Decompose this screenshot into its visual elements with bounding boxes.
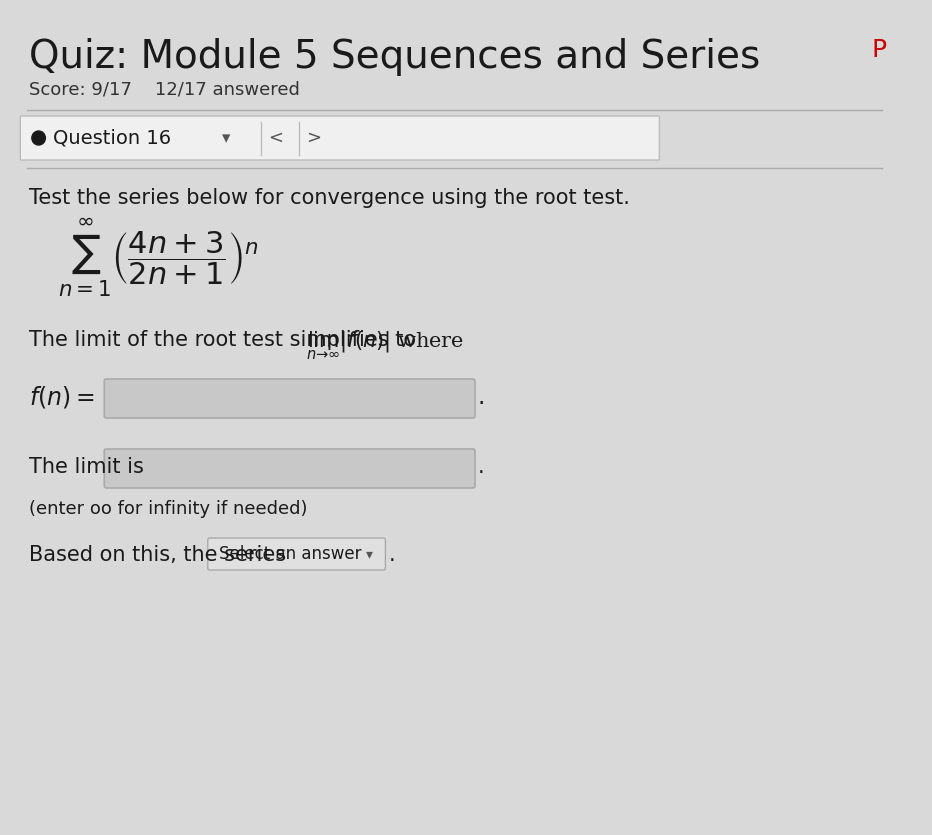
Text: The limit of the root test simplifies to: The limit of the root test simplifies to: [29, 330, 423, 350]
Text: .: .: [478, 385, 486, 409]
Text: Based on this, the series: Based on this, the series: [29, 545, 293, 565]
Text: Score: 9/17    12/17 answered: Score: 9/17 12/17 answered: [29, 80, 300, 98]
Circle shape: [32, 131, 46, 145]
FancyBboxPatch shape: [104, 449, 475, 488]
Text: P: P: [871, 38, 886, 62]
Text: ▾: ▾: [222, 129, 230, 147]
Text: Select an answer: Select an answer: [219, 545, 362, 563]
FancyBboxPatch shape: [21, 116, 660, 160]
Text: .: .: [389, 545, 395, 565]
Text: .: .: [478, 457, 485, 477]
Text: $\lim_{n \to \infty} |f(n)|$ where: $\lim_{n \to \infty} |f(n)|$ where: [306, 330, 464, 362]
FancyBboxPatch shape: [208, 538, 386, 570]
Text: >: >: [307, 129, 322, 147]
Text: $\sum_{n=1}^{\infty} \left(\dfrac{4n+3}{2n+1}\right)^n$: $\sum_{n=1}^{\infty} \left(\dfrac{4n+3}{…: [58, 217, 259, 299]
Text: Question 16: Question 16: [53, 129, 171, 148]
Text: ▾: ▾: [366, 547, 373, 561]
Text: Test the series below for convergence using the root test.: Test the series below for convergence us…: [29, 188, 630, 208]
Text: $f(n) = $: $f(n) = $: [29, 384, 94, 410]
Text: (enter oo for infinity if needed): (enter oo for infinity if needed): [29, 500, 308, 518]
Text: The limit is: The limit is: [29, 457, 144, 477]
Text: <: <: [267, 129, 282, 147]
Text: Quiz: Module 5 Sequences and Series: Quiz: Module 5 Sequences and Series: [29, 38, 761, 76]
FancyBboxPatch shape: [104, 379, 475, 418]
